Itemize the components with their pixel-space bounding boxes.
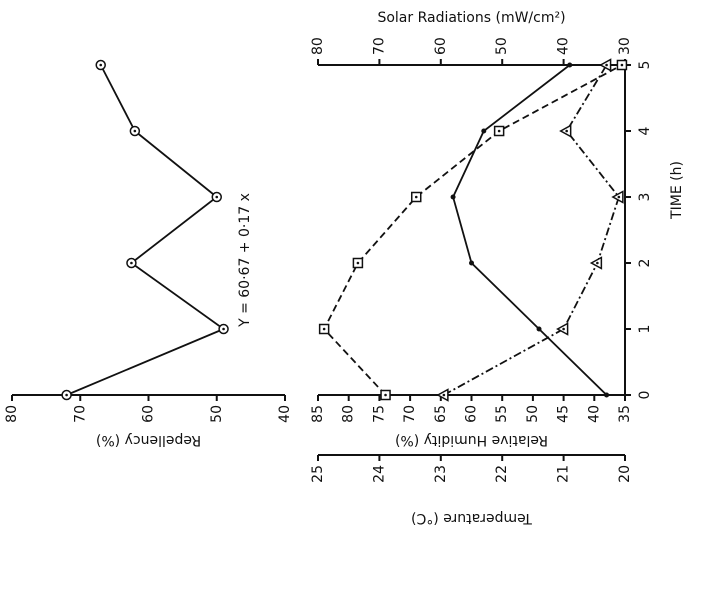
marker-center [617, 195, 621, 199]
tick-label: 80 [4, 405, 20, 423]
tick-label: 75 [371, 405, 387, 423]
marker-center [384, 393, 387, 397]
marker-center [322, 327, 326, 331]
marker-center [65, 393, 68, 397]
marker [567, 62, 573, 68]
tick-label: 60 [464, 405, 480, 423]
axis-title: Relative Humidity (%) [395, 432, 548, 448]
tick-label: 20 [617, 465, 633, 483]
tick-label: 40 [586, 405, 602, 423]
annotation: Y = 60·67 + 0·17 x [237, 193, 253, 328]
tick-label: 50 [525, 405, 541, 423]
marker-center [130, 261, 133, 265]
marker-center [605, 63, 608, 67]
tick-label: 40 [277, 405, 293, 423]
marker-center [222, 327, 225, 331]
series-line [66, 64, 226, 396]
tick-label: 60 [141, 405, 157, 423]
marker-center [99, 63, 103, 67]
marker [469, 260, 474, 266]
tick-label: 65 [433, 405, 449, 423]
tick-label: 4 [637, 126, 653, 135]
tick-label: 80 [341, 405, 357, 423]
tick-label: 25 [310, 465, 326, 483]
tick-label: 70 [371, 37, 387, 55]
tick-label: 60 [433, 37, 449, 55]
marker-center [215, 195, 219, 199]
tick-label: 0 [637, 391, 653, 400]
marker-center [356, 261, 360, 265]
tick-label: 40 [556, 37, 572, 55]
marker-center [596, 261, 599, 265]
tick-label: 45 [556, 405, 572, 423]
tick-label: 50 [494, 37, 510, 55]
marker-center [414, 195, 418, 199]
marker-center [497, 129, 501, 133]
tick-label: 1 [637, 325, 653, 334]
marker-center [620, 63, 624, 67]
marker [536, 326, 542, 332]
marker-center [565, 129, 568, 133]
marker-center [442, 393, 446, 397]
tick-label: 30 [617, 37, 633, 55]
marker [481, 128, 487, 134]
series-line [452, 64, 608, 396]
series-line [443, 64, 620, 396]
axis-title: TIME (h) [669, 161, 685, 220]
axis-title: Temperature (°C) [411, 510, 533, 526]
marker [604, 392, 610, 398]
marker [450, 194, 456, 200]
axis-title: Solar Radiations (mW/cm²) [377, 10, 565, 26]
tick-label: 23 [433, 465, 449, 483]
tick-label: 55 [494, 405, 510, 423]
marker-center [133, 129, 137, 133]
tick-label: 22 [494, 465, 510, 483]
tick-label: 70 [402, 405, 418, 423]
tick-label: 2 [637, 259, 653, 268]
tick-label: 80 [310, 37, 326, 55]
tick-label: 50 [209, 405, 225, 423]
tick-label: 70 [72, 405, 88, 423]
axis-title: Repellency (%) [96, 432, 201, 448]
tick-label: 85 [310, 405, 326, 423]
tick-label: 24 [371, 465, 387, 483]
tick-label: 35 [617, 405, 633, 423]
marker-center [562, 327, 565, 331]
tick-label: 21 [556, 465, 572, 483]
tick-label: 3 [637, 193, 653, 202]
tick-label: 5 [637, 61, 653, 70]
